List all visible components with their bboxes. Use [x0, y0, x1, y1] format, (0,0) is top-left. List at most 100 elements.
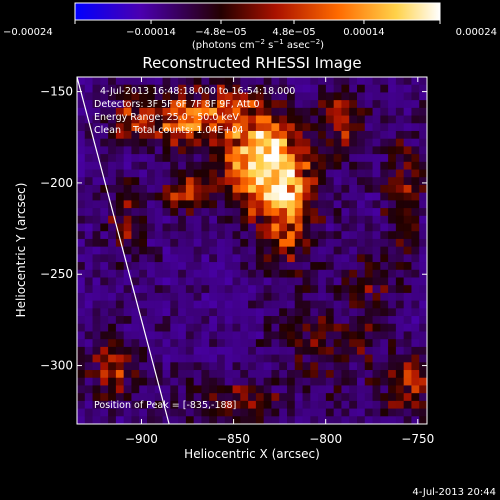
heatmap-cell [84, 77, 93, 86]
heatmap-cell [178, 300, 187, 309]
heatmap-cell [403, 331, 412, 340]
heatmap-cell [193, 292, 202, 302]
heatmap-cell [357, 123, 366, 132]
heatmap-cell [139, 223, 148, 232]
heatmap-cell [139, 77, 148, 86]
heatmap-cell [271, 300, 280, 309]
heatmap-cell [318, 323, 327, 332]
heatmap-cell [92, 346, 101, 355]
heatmap-cell [341, 416, 350, 424]
heatmap-cell [349, 146, 358, 155]
heatmap-cell [201, 377, 210, 386]
heatmap-cell [411, 346, 420, 355]
heatmap-cell [357, 177, 366, 186]
heatmap-cell [170, 393, 179, 402]
heatmap-cell [333, 238, 342, 248]
heatmap-cell [170, 77, 179, 86]
heatmap-cell [217, 223, 226, 232]
heatmap-cell [178, 269, 187, 278]
heatmap-cell [372, 100, 381, 109]
heatmap-cell [271, 408, 280, 417]
heatmap-cell [232, 308, 241, 317]
heatmap-cell [279, 92, 288, 101]
heatmap-cell [318, 308, 327, 317]
heatmap-cell [364, 77, 373, 86]
heatmap-cell [372, 285, 381, 294]
heatmap-cell [147, 169, 156, 178]
heatmap-cell [193, 169, 202, 178]
heatmap-cell [380, 238, 389, 248]
heatmap-cell [364, 208, 373, 217]
heatmap-cell [255, 370, 265, 379]
heatmap-cell [209, 316, 218, 325]
heatmap-cell [349, 192, 358, 201]
heatmap-cell [77, 177, 86, 186]
heatmap-cell [271, 115, 280, 124]
heatmap-cell [201, 292, 210, 302]
heatmap-cell [255, 184, 265, 194]
heatmap-cell [310, 292, 319, 302]
heatmap-cell [240, 416, 249, 424]
heatmap-cell [380, 115, 389, 124]
heatmap-cell [318, 192, 327, 201]
heatmap-cell [123, 354, 132, 363]
heatmap-cell [333, 339, 342, 348]
heatmap-cell [115, 92, 125, 101]
heatmap-cell [84, 385, 93, 394]
heatmap-cell [217, 277, 226, 286]
heatmap-cell [131, 123, 140, 132]
heatmap-cell [108, 154, 117, 163]
heatmap-cell [279, 262, 288, 271]
heatmap-cell [380, 362, 389, 371]
heatmap-cell [92, 223, 101, 232]
heatmap-cell [224, 200, 233, 209]
heatmap-cell [403, 154, 412, 163]
y-axis-ticks: −150−200−250−300 [40, 85, 427, 373]
heatmap-cell [178, 146, 187, 155]
heatmap-cell [364, 92, 373, 101]
heatmap-cell [271, 215, 280, 224]
heatmap-cell [287, 331, 296, 340]
heatmap-cell [403, 400, 412, 409]
heatmap-cell [380, 107, 389, 116]
heatmap-cell [240, 339, 249, 348]
heatmap-cell [92, 408, 101, 417]
heatmap-cell [92, 246, 101, 255]
heatmap-cell [357, 385, 366, 394]
heatmap-cell [201, 254, 210, 263]
heatmap-cell [419, 154, 427, 163]
heatmap-cell [92, 100, 101, 109]
heatmap-cell [287, 223, 296, 232]
heatmap-cell [170, 354, 179, 363]
heatmap-cell [279, 300, 288, 309]
heatmap-cell [341, 169, 350, 178]
heatmap-cell [193, 316, 202, 325]
heatmap-cell [84, 316, 93, 325]
heatmap-cell [255, 107, 265, 116]
heatmap-cell [240, 246, 249, 255]
heatmap-cell [279, 400, 288, 409]
heatmap-cell [84, 154, 93, 163]
heatmap-cell [170, 339, 179, 348]
heatmap-cell [217, 416, 226, 424]
heatmap-cell [84, 215, 93, 224]
heatmap-cell [294, 215, 303, 224]
heatmap-cell [419, 246, 427, 255]
heatmap-cell [388, 138, 397, 147]
heatmap-cell [201, 346, 210, 355]
heatmap-cell [310, 331, 319, 340]
heatmap-cell [294, 146, 303, 155]
heatmap-cell [287, 354, 296, 363]
heatmap-cell [232, 362, 241, 371]
heatmap-cell [364, 377, 373, 386]
heatmap-cell [139, 292, 148, 302]
heatmap-cell [333, 192, 342, 201]
heatmap-cell [279, 277, 288, 286]
heatmap-cell [271, 323, 280, 332]
heatmap-cell [395, 115, 405, 124]
heatmap-cell [147, 385, 156, 394]
heatmap-cell [294, 107, 303, 116]
y-tick-label: −250 [40, 267, 73, 281]
heatmap-cell [170, 146, 179, 155]
heatmap-cell [123, 169, 132, 178]
